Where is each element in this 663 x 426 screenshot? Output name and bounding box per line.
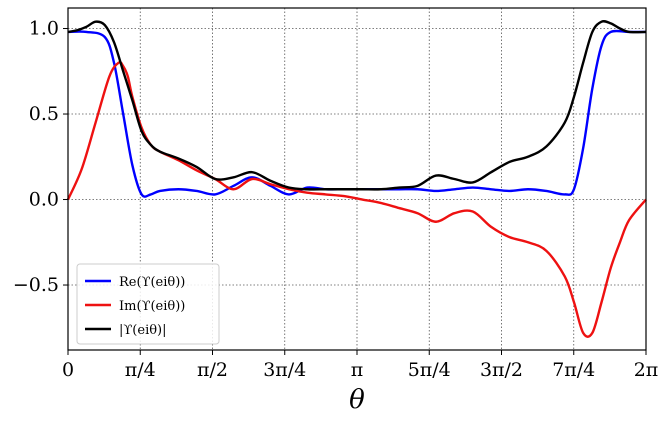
x-tick-label: 3π/4: [263, 359, 306, 381]
y-tick-label: −0.5: [13, 274, 59, 296]
x-axis: 0 π/4 π/2 3π/4 π 5π/4 3π/2 7π/4 2π: [62, 350, 658, 381]
y-axis: 1.0 0.5 0.0 −0.5: [13, 18, 68, 296]
x-tick-label: 5π/4: [408, 359, 451, 381]
legend-entry-im-label: Im(ϒ(eiθ)): [119, 299, 185, 314]
y-tick-label: 0.0: [29, 189, 59, 211]
x-tick-label: π: [351, 359, 364, 381]
series-layer: [66, 19, 647, 338]
abs-series-line: [67, 19, 647, 191]
x-tick-label: π/4: [125, 359, 156, 381]
legend-entry-re-label: Re(ϒ(eiθ)): [119, 275, 185, 290]
legend-box: [76, 263, 220, 345]
legend-entry-abs-label: |ϒ(eiθ)|: [119, 323, 167, 338]
legend: Re(ϒ(eiθ)) Im(ϒ(eiθ)) |ϒ(eiθ)|: [76, 263, 220, 345]
y-tick-label: 1.0: [29, 18, 59, 40]
x-tick-label: π/2: [197, 359, 228, 381]
x-tick-label: 2π: [634, 359, 659, 381]
x-tick-label: 0: [62, 359, 74, 381]
x-tick-label: 3π/2: [480, 359, 523, 381]
im-series-line: [66, 61, 647, 338]
y-tick-label: 0.5: [29, 103, 59, 125]
x-tick-label: 7π/4: [552, 359, 595, 381]
x-axis-label: θ: [349, 385, 365, 415]
